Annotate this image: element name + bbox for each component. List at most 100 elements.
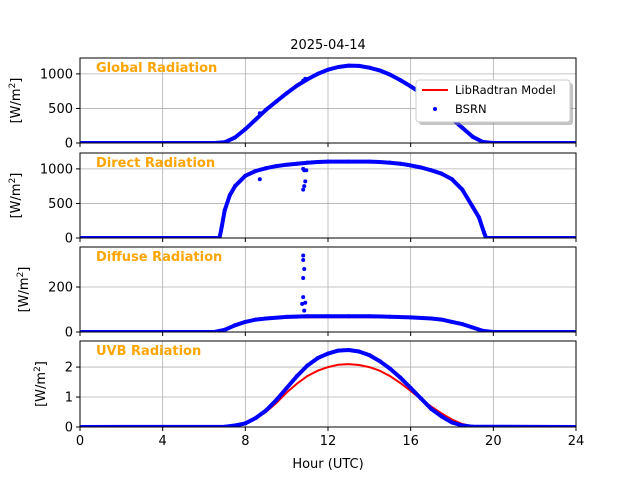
y-label-superscript: 2 xyxy=(16,272,26,278)
bsrn-point xyxy=(243,173,248,178)
y-axis-label: [W/m2] xyxy=(8,173,24,219)
y-tick-label: 0 xyxy=(65,326,73,341)
bsrn-point xyxy=(305,314,310,319)
bsrn-point xyxy=(419,396,423,401)
x-axis-label: Hour (UTC) xyxy=(292,457,363,472)
panel-frame xyxy=(79,152,577,239)
bsrn-point xyxy=(470,325,475,330)
panel-title: Diffuse Radiation xyxy=(96,250,222,265)
bsrn-series xyxy=(80,314,576,332)
x-tick-label: 24 xyxy=(568,434,585,449)
bsrn-point xyxy=(388,72,392,77)
bsrn-point xyxy=(233,135,237,140)
bsrn-point xyxy=(450,177,454,182)
y-tick-label: 0 xyxy=(65,421,73,436)
y-tick-label: 500 xyxy=(48,197,73,212)
bsrn-point xyxy=(470,204,475,209)
y-label-superscript: 2 xyxy=(8,83,18,89)
bsrn-outlier-point xyxy=(301,187,306,192)
x-tick-label: 16 xyxy=(402,434,419,449)
y-label-base: [W/m xyxy=(9,183,24,218)
legend-model-label: LibRadtran Model xyxy=(455,83,556,97)
bsrn-point xyxy=(367,65,372,70)
bsrn-point xyxy=(377,159,382,164)
chart-title: 2025-04-14 xyxy=(290,38,366,53)
bsrn-point xyxy=(315,159,320,164)
bsrn-point xyxy=(367,314,372,319)
bsrn-point xyxy=(253,117,258,122)
x-tick-label: 8 xyxy=(241,434,249,449)
bsrn-point xyxy=(357,63,361,68)
legend: LibRadtran Model BSRN xyxy=(415,79,573,125)
bsrn-point xyxy=(222,424,227,427)
y-label-superscript: 2 xyxy=(33,366,43,372)
legend-box xyxy=(415,79,571,123)
bsrn-point xyxy=(253,317,258,322)
bsrn-point xyxy=(388,314,392,319)
bsrn-point xyxy=(233,184,237,189)
x-tick-label: 12 xyxy=(320,434,337,449)
bsrn-outlier-point xyxy=(303,300,308,305)
bsrn-point xyxy=(305,160,310,165)
bsrn-point xyxy=(253,168,258,173)
bsrn-point xyxy=(243,319,248,324)
bsrn-point xyxy=(408,84,413,89)
bsrn-point xyxy=(470,134,475,139)
bsrn-point xyxy=(326,314,330,319)
bsrn-outlier-point xyxy=(257,111,262,116)
bsrn-point xyxy=(450,420,454,425)
bsrn-outlier-point xyxy=(301,253,306,258)
bsrn-point xyxy=(284,314,289,319)
bsrn-point xyxy=(222,327,227,332)
panel-frame xyxy=(79,340,577,428)
bsrn-point xyxy=(398,161,403,166)
bsrn-point xyxy=(460,322,465,327)
y-label-end: ] xyxy=(34,361,49,366)
bsrn-point xyxy=(264,408,268,413)
bsrn-outlier-point xyxy=(303,76,308,81)
y-label-end: ] xyxy=(9,173,24,178)
bsrn-point xyxy=(367,159,372,164)
bsrn-point xyxy=(357,349,361,354)
bsrn-point xyxy=(274,164,279,169)
bsrn-point xyxy=(243,127,248,132)
bsrn-outlier-point xyxy=(301,276,306,281)
bsrn-point xyxy=(233,323,237,328)
bsrn-point xyxy=(419,165,423,170)
x-tick-label: 0 xyxy=(76,434,84,449)
bsrn-point xyxy=(264,166,268,171)
bsrn-point xyxy=(481,328,485,332)
panel-2: 0 500 1000 Direct Radiation [W/m2] xyxy=(8,152,577,247)
y-tick-label: 1000 xyxy=(40,67,73,82)
bsrn-outlier-point xyxy=(300,301,305,306)
bsrn-point xyxy=(388,366,392,371)
bsrn-point xyxy=(482,230,487,235)
bsrn-point xyxy=(284,386,289,391)
bsrn-point xyxy=(253,416,258,421)
y-label-superscript: 2 xyxy=(8,178,18,184)
bsrn-point xyxy=(264,107,268,112)
bsrn-point xyxy=(219,225,224,230)
bsrn-outlier-point xyxy=(301,258,306,263)
bsrn-point xyxy=(398,375,403,380)
y-tick-label: 200 xyxy=(48,281,73,296)
bsrn-point xyxy=(450,319,454,324)
y-tick-label: 2 xyxy=(65,361,73,376)
bsrn-point xyxy=(274,99,279,104)
bsrn-point xyxy=(264,316,268,321)
y-axis-label: [W/m2] xyxy=(33,361,49,407)
y-label-base: [W/m xyxy=(34,372,49,407)
panel-frame xyxy=(79,57,577,144)
y-label-base: [W/m xyxy=(17,277,32,312)
bsrn-point xyxy=(284,162,289,167)
bsrn-point xyxy=(439,414,444,419)
y-tick-label: 1000 xyxy=(40,162,73,177)
bsrn-outlier-point xyxy=(257,177,262,182)
bsrn-point xyxy=(315,356,320,361)
panel-3: 0 200 Diffuse Radiation [W/m2] xyxy=(16,246,577,341)
y-label-end: ] xyxy=(9,78,24,83)
bsrn-point xyxy=(274,398,279,403)
bsrn-point xyxy=(243,421,248,426)
bsrn-point xyxy=(284,91,289,96)
